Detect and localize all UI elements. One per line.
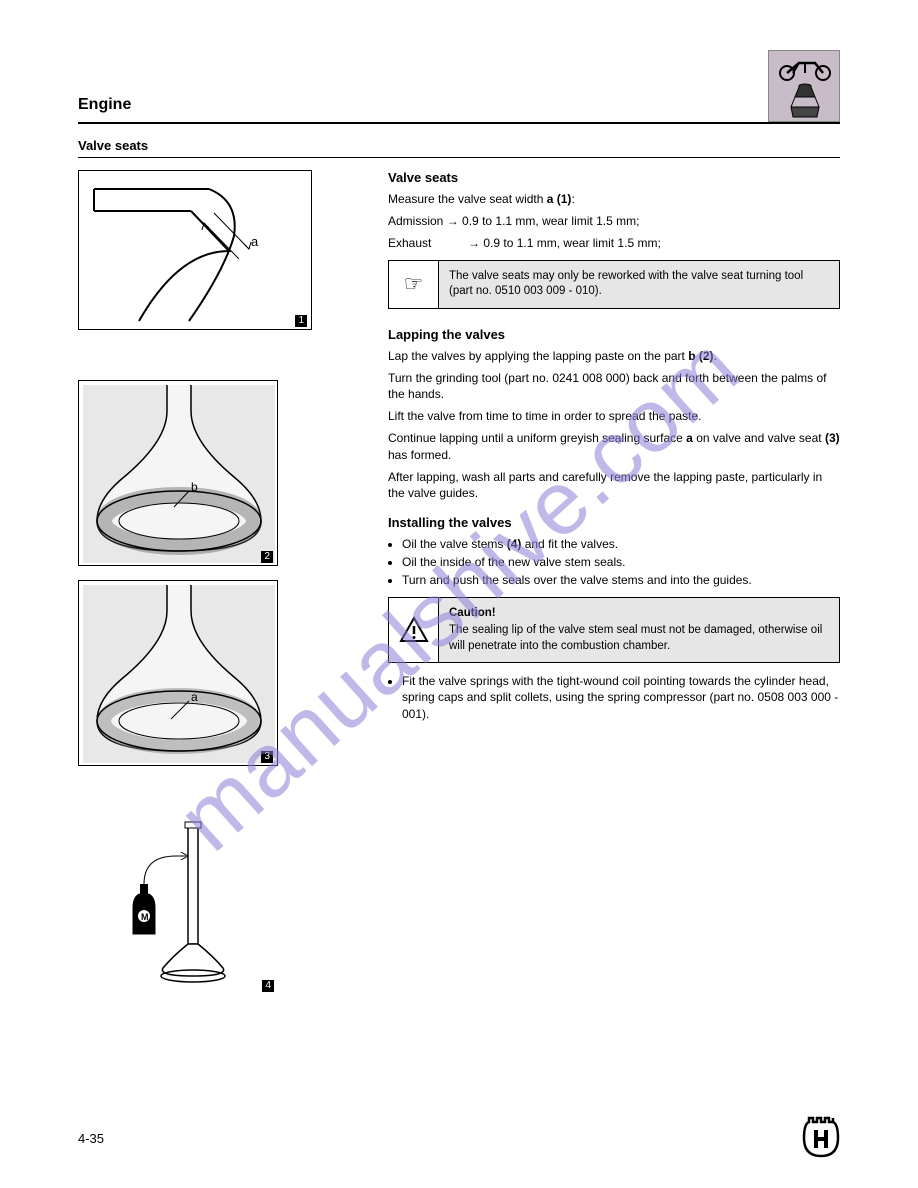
caution-heading: Caution! — [449, 606, 829, 622]
valve-seats-block: Valve seats Measure the valve seat width… — [388, 170, 840, 309]
installing-heading: Installing the valves — [388, 515, 840, 530]
install-list-cont: Fit the valve springs with the tight-wou… — [388, 673, 840, 722]
info-text: The valve seats may only be reworked wit… — [439, 261, 839, 308]
lap-p5: After lapping, wash all parts and carefu… — [388, 469, 840, 501]
lap-p4: Continue lapping until a uniform greyish… — [388, 430, 840, 462]
lap-p2: Turn the grinding tool (part no. 0241 00… — [388, 370, 840, 402]
figure-2: b 2 — [78, 380, 278, 566]
exhaust-line: Exhaust → 0.9 to 1.1 mm, wear limit 1.5 … — [388, 235, 840, 251]
figure-4: M 4 — [78, 816, 278, 996]
caution-content: Caution! The sealing lip of the valve st… — [439, 598, 839, 663]
fig4-number: 4 — [262, 980, 274, 992]
fig1-label-a: a — [251, 234, 259, 249]
fig2-number: 2 — [261, 551, 273, 563]
left-column: a 1 b 2 — [78, 170, 358, 996]
section-divider — [78, 157, 840, 158]
content-columns: a 1 b 2 — [78, 170, 840, 996]
right-column: Valve seats Measure the valve seat width… — [388, 170, 840, 996]
page-number: 4-35 — [78, 1131, 104, 1146]
header-title: Engine — [78, 96, 131, 114]
installing-block: Installing the valves Oil the valve stem… — [388, 515, 840, 722]
arrow-right-icon: → — [447, 213, 459, 229]
fig3-label-a: a — [191, 690, 198, 704]
engine-section-icon — [768, 50, 840, 122]
measure-intro: Measure the valve seat width a (1): — [388, 191, 840, 207]
caution-box: Caution! The sealing lip of the valve st… — [388, 597, 840, 664]
caution-triangle-icon — [389, 598, 439, 663]
arrow-right-icon: → — [468, 235, 480, 251]
install-item-3: Turn and push the seals over the valve s… — [402, 572, 840, 588]
pointing-hand-icon: ☞ — [389, 261, 439, 308]
fig3-number: 3 — [261, 751, 273, 763]
install-item-4: Fit the valve springs with the tight-wou… — [402, 673, 840, 722]
caution-body: The sealing lip of the valve stem seal m… — [449, 624, 822, 652]
admission-line: Admission → 0.9 to 1.1 mm, wear limit 1.… — [388, 213, 840, 229]
install-item-1: Oil the valve stems (4) and fit the valv… — [402, 536, 840, 552]
lap-p1: Lap the valves by applying the lapping p… — [388, 348, 840, 364]
section-title: Valve seats — [78, 138, 840, 153]
info-box: ☞ The valve seats may only be reworked w… — [388, 260, 840, 309]
brand-logo-icon — [802, 1116, 840, 1158]
figure-3: a 3 — [78, 580, 278, 766]
fig1-number: 1 — [295, 315, 307, 327]
lap-p3: Lift the valve from time to time in orde… — [388, 408, 840, 424]
lapping-block: Lapping the valves Lap the valves by app… — [388, 327, 840, 502]
svg-text:M: M — [141, 912, 149, 922]
install-item-2: Oil the inside of the new valve stem sea… — [402, 554, 840, 570]
valve-seats-heading: Valve seats — [388, 170, 840, 185]
page-header: Engine — [78, 50, 840, 124]
figure-1: a 1 — [78, 170, 312, 330]
lapping-heading: Lapping the valves — [388, 327, 840, 342]
install-list: Oil the valve stems (4) and fit the valv… — [388, 536, 840, 589]
fig2-label-b: b — [191, 480, 198, 494]
